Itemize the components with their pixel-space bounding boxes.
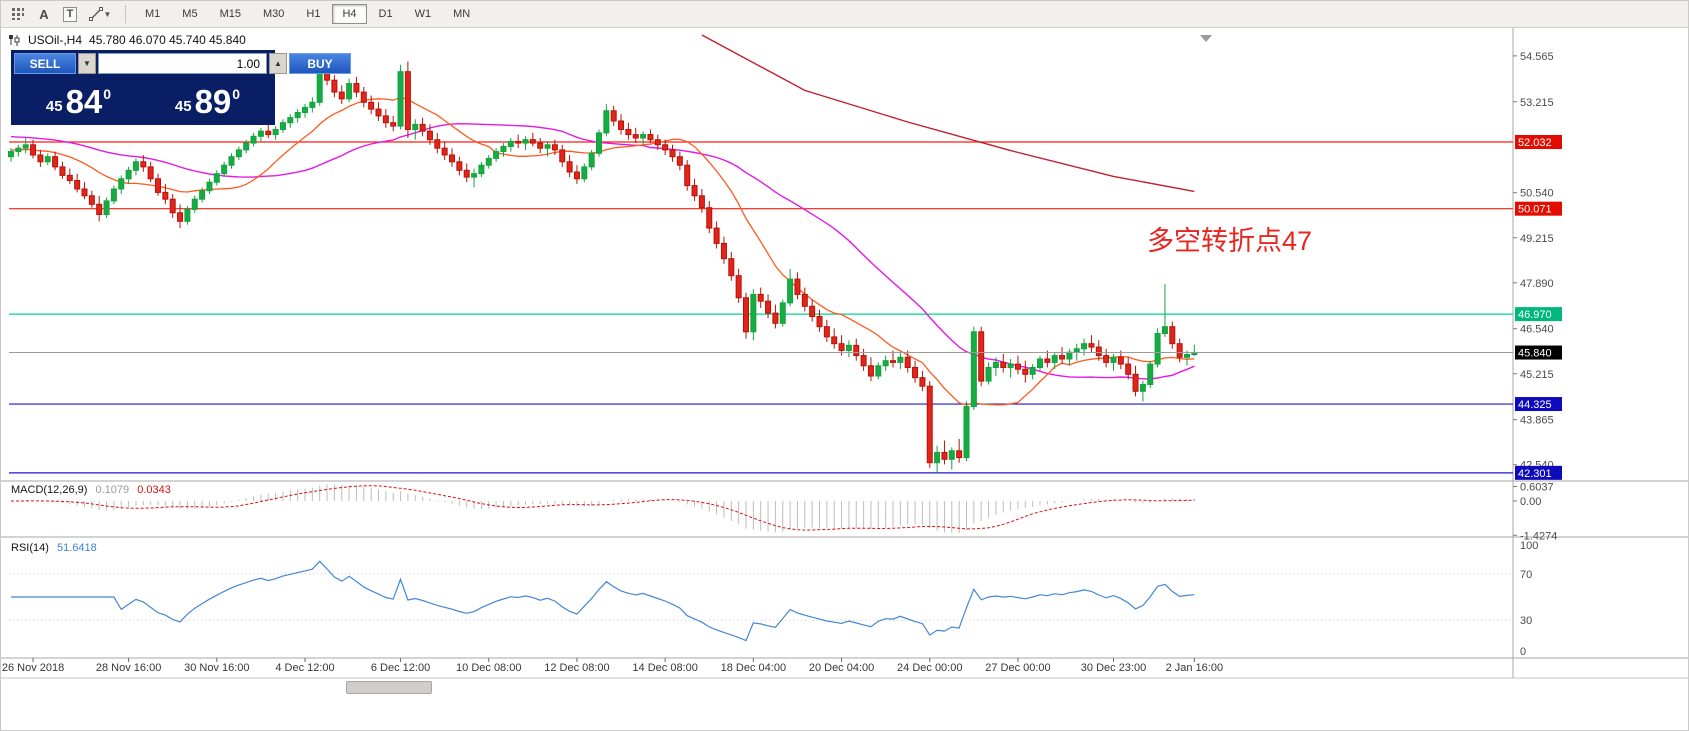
svg-text:30 Nov 16:00: 30 Nov 16:00 [184, 662, 249, 674]
svg-text:52.032: 52.032 [1518, 137, 1552, 149]
text-label-icon: T [62, 6, 78, 22]
svg-text:42.301: 42.301 [1518, 468, 1552, 480]
svg-text:-1.4274: -1.4274 [1520, 530, 1557, 542]
buy-button[interactable]: BUY [289, 53, 351, 74]
sell-price-prefix: 45 [45, 98, 63, 115]
price-labels: 52.032 50.071 46.970 44.325 42.301 45.840 [9, 135, 1562, 480]
chevron-down-icon: ▼ [103, 9, 112, 19]
ohlc-values: 45.780 46.070 45.740 45.840 [89, 33, 246, 47]
time-axis: 26 Nov 2018 28 Nov 16:00 30 Nov 16:00 4 Dec… [2, 658, 1223, 674]
candles [8, 59, 1198, 473]
toolbar: A T ▼ M1 M5 M15 M30 H1 H4 D1 W1 MN [1, 1, 1688, 28]
svg-text:28 Nov 16:00: 28 Nov 16:00 [96, 662, 161, 674]
timeframe-button-m5[interactable]: M5 [182, 8, 198, 20]
text-tool-icon: A [39, 6, 49, 22]
timeframe-button-mn[interactable]: MN [453, 8, 471, 20]
chart-icon [9, 34, 20, 46]
chart-shift-marker [1200, 35, 1212, 42]
sell-price[interactable]: 45 84 0 [14, 74, 143, 122]
timeframe-button-d1[interactable]: D1 [378, 8, 393, 20]
svg-text:45.840: 45.840 [1518, 348, 1552, 360]
symbol-header: USOil-,H4 45.780 46.070 45.740 45.840 [9, 33, 246, 47]
text-tool-button[interactable]: A [31, 3, 57, 25]
horizontal-lines[interactable] [9, 141, 1513, 474]
sell-button[interactable]: SELL [14, 53, 76, 74]
grid-tool-button[interactable] [5, 3, 31, 25]
svg-text:45.215: 45.215 [1520, 369, 1554, 381]
svg-text:26 Nov 2018: 26 Nov 2018 [2, 662, 64, 674]
trendline-icon [88, 7, 103, 21]
timeframe-button-m15[interactable]: M15 [219, 8, 241, 20]
macd-main-value: 0.1079 [95, 484, 130, 496]
svg-text:50.071: 50.071 [1518, 204, 1552, 216]
shapes-tool-button[interactable]: ▼ [83, 3, 117, 25]
buy-price-big: 89 [194, 83, 232, 120]
macd-signal-value: 0.0343 [137, 484, 171, 496]
buy-price-sup: 0 [232, 86, 241, 102]
symbol-title: USOil-,H4 [28, 33, 83, 47]
svg-text:10 Dec 08:00: 10 Dec 08:00 [456, 662, 521, 674]
macd-label: MACD(12,26,9) 0.1079 0.0343 [11, 484, 176, 496]
rsi-name: RSI(14) [11, 542, 49, 554]
svg-text:12 Dec 08:00: 12 Dec 08:00 [544, 662, 609, 674]
volume-input[interactable] [98, 53, 267, 74]
rsi-value: 51.6418 [56, 542, 97, 554]
svg-text:0.00: 0.00 [1520, 496, 1541, 508]
rsi-label: RSI(14) 51.6418 [11, 542, 102, 554]
svg-text:0: 0 [1520, 646, 1526, 658]
buy-price[interactable]: 45 89 0 [143, 74, 272, 122]
timeframe-button-h4[interactable]: H4 [332, 4, 367, 24]
horizontal-scrollbar-thumb[interactable] [346, 681, 432, 694]
svg-text:27 Dec 00:00: 27 Dec 00:00 [985, 662, 1050, 674]
timeframe-button-m1[interactable]: M1 [145, 8, 161, 20]
text-label-tool-button[interactable]: T [57, 3, 83, 25]
svg-text:20 Dec 04:00: 20 Dec 04:00 [809, 662, 874, 674]
timeframe-button-h1[interactable]: H1 [306, 8, 321, 20]
volume-increase-button[interactable]: ▲ [269, 53, 287, 74]
svg-text:54.565: 54.565 [1520, 51, 1554, 63]
volume-decrease-button[interactable]: ▼ [78, 53, 96, 74]
svg-text:100: 100 [1520, 540, 1538, 552]
svg-text:2 Jan 16:00: 2 Jan 16:00 [1166, 662, 1224, 674]
buy-price-prefix: 45 [174, 98, 192, 115]
svg-text:53.215: 53.215 [1520, 97, 1554, 109]
one-click-trade-panel: SELL ▼ ▲ BUY 45 84 0 45 89 0 [11, 50, 351, 125]
svg-text:30: 30 [1520, 615, 1532, 627]
chart-annotation[interactable]: 多空转折点47 [1147, 226, 1313, 256]
svg-text:0.6037: 0.6037 [1520, 482, 1554, 494]
svg-text:70: 70 [1520, 569, 1532, 581]
svg-text:46.540: 46.540 [1520, 324, 1554, 336]
grid-icon [12, 8, 24, 20]
svg-text:18 Dec 04:00: 18 Dec 04:00 [721, 662, 786, 674]
svg-text:30 Dec 23:00: 30 Dec 23:00 [1081, 662, 1146, 674]
timeframe-button-m30[interactable]: M30 [262, 8, 285, 20]
svg-text:49.215: 49.215 [1520, 233, 1554, 245]
svg-text:50.540: 50.540 [1520, 188, 1554, 200]
svg-text:4 Dec 12:00: 4 Dec 12:00 [275, 662, 334, 674]
svg-text:44.325: 44.325 [1518, 399, 1552, 411]
timeframe-bar: M1 M5 M15 M30 H1 H4 D1 W1 MN [134, 1, 481, 28]
toolbar-separator [125, 5, 126, 23]
svg-text:24 Dec 00:00: 24 Dec 00:00 [897, 662, 962, 674]
macd-pane: 0.6037 0.00 -1.4274 [11, 482, 1557, 542]
macd-name: MACD(12,26,9) [11, 484, 88, 496]
svg-text:47.890: 47.890 [1520, 278, 1554, 290]
sell-price-big: 84 [65, 83, 103, 120]
price-axis: 54.565 53.215 50.540 49.215 47.890 46.540 45.2… [1513, 51, 1554, 472]
svg-text:6 Dec 12:00: 6 Dec 12:00 [371, 662, 430, 674]
svg-text:14 Dec 08:00: 14 Dec 08:00 [632, 662, 697, 674]
rsi-pane: 100 70 30 0 [9, 540, 1538, 658]
timeframe-button-w1[interactable]: W1 [414, 8, 432, 20]
svg-text:43.865: 43.865 [1520, 415, 1554, 427]
sell-price-sup: 0 [103, 86, 112, 102]
svg-text:46.970: 46.970 [1518, 309, 1552, 321]
